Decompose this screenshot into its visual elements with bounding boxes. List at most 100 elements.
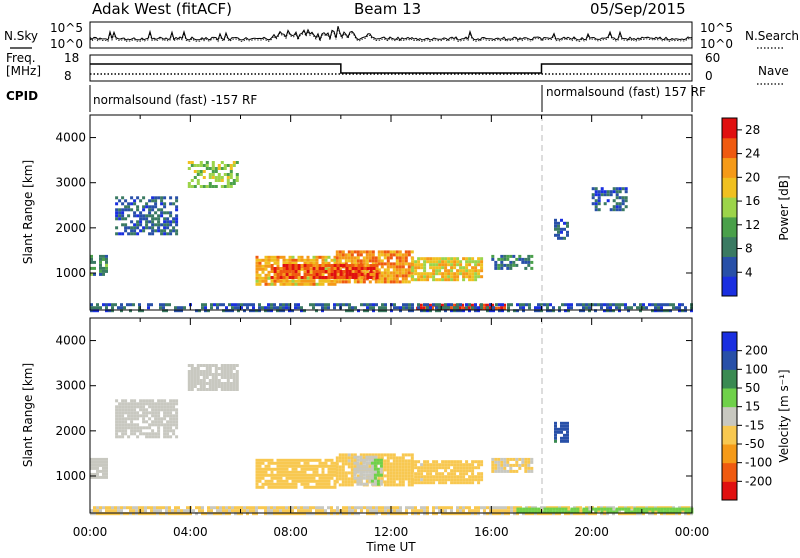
heat-cell bbox=[148, 402, 152, 406]
heat-cell bbox=[482, 303, 486, 307]
heat-cell bbox=[187, 379, 191, 382]
heat-cell bbox=[229, 185, 233, 188]
heat-cell bbox=[151, 429, 155, 433]
heat-cell bbox=[524, 460, 528, 464]
heat-cell bbox=[362, 453, 366, 457]
heat-cell bbox=[180, 509, 183, 513]
heat-cell bbox=[672, 512, 675, 516]
heat-cell bbox=[145, 399, 149, 403]
heat-cell bbox=[563, 221, 566, 225]
heat-cell bbox=[534, 510, 538, 514]
heat-cell bbox=[410, 474, 414, 478]
heat-cell bbox=[414, 463, 418, 467]
heat-cell bbox=[300, 506, 303, 510]
heat-cell bbox=[401, 259, 405, 263]
heat-cell bbox=[489, 512, 492, 516]
heat-cell bbox=[540, 303, 543, 307]
heat-cell bbox=[303, 464, 307, 468]
heat-cell bbox=[438, 278, 442, 282]
heat-cell bbox=[324, 270, 328, 273]
heat-cell bbox=[217, 167, 221, 170]
heat-cell bbox=[264, 467, 268, 471]
heat-cell bbox=[404, 477, 408, 481]
heat-cell bbox=[606, 507, 610, 511]
heat-cell bbox=[306, 467, 310, 471]
heat-cell bbox=[386, 277, 390, 281]
heat-cell bbox=[375, 270, 379, 273]
heat-cell bbox=[261, 264, 265, 268]
heat-cell bbox=[300, 476, 304, 480]
heat-cell bbox=[428, 303, 432, 307]
heat-cell bbox=[395, 459, 399, 463]
heat-cell bbox=[389, 456, 393, 460]
heat-cell bbox=[261, 267, 265, 271]
heat-cell bbox=[175, 199, 179, 203]
heat-cell bbox=[500, 469, 504, 473]
heat-cell bbox=[522, 507, 526, 511]
heat-cell bbox=[175, 223, 179, 227]
heat-cell bbox=[675, 510, 679, 514]
heat-cell bbox=[130, 202, 134, 206]
heat-cell bbox=[498, 506, 501, 510]
heat-cell bbox=[582, 507, 586, 511]
heat-cell bbox=[534, 507, 538, 511]
heat-cell bbox=[115, 399, 119, 403]
heat-cell bbox=[399, 506, 402, 510]
heat-cell bbox=[594, 187, 598, 191]
heat-cell bbox=[330, 458, 334, 462]
heat-cell bbox=[220, 385, 224, 388]
heat-cell bbox=[108, 303, 111, 307]
heat-cell bbox=[169, 220, 173, 224]
heat-cell bbox=[309, 458, 313, 462]
heat-cell bbox=[99, 475, 102, 479]
heat-cell bbox=[111, 309, 114, 313]
heat-cell bbox=[417, 278, 421, 282]
colorbar-cell bbox=[722, 256, 737, 277]
heat-cell bbox=[501, 309, 504, 313]
heat-cell bbox=[321, 473, 325, 477]
heat-cell bbox=[318, 461, 322, 465]
heat-cell bbox=[398, 480, 402, 484]
heat-cell bbox=[133, 214, 137, 218]
heat-cell bbox=[180, 306, 183, 310]
heat-cell bbox=[199, 385, 203, 388]
heat-cell bbox=[597, 199, 601, 203]
heat-cell bbox=[690, 512, 693, 516]
heat-cell bbox=[407, 274, 411, 278]
heat-cell bbox=[474, 278, 478, 282]
heat-cell bbox=[395, 474, 399, 478]
heat-cell bbox=[324, 279, 328, 283]
heat-cell bbox=[603, 507, 607, 511]
heat-cell bbox=[348, 276, 352, 279]
heat-cell bbox=[118, 426, 122, 430]
heat-cell bbox=[124, 402, 128, 406]
heat-cell bbox=[450, 257, 454, 261]
heat-cell bbox=[350, 253, 354, 257]
heat-cell bbox=[318, 464, 322, 468]
heat-cell bbox=[365, 464, 369, 468]
heat-cell bbox=[444, 475, 448, 479]
heat-cell bbox=[199, 382, 203, 385]
heat-cell bbox=[527, 260, 531, 264]
heat-cell bbox=[405, 509, 408, 513]
heat-cell bbox=[369, 509, 372, 513]
heat-cell bbox=[621, 202, 625, 206]
heat-cell bbox=[624, 512, 627, 516]
heat-cell bbox=[557, 233, 560, 237]
heat-cell bbox=[461, 306, 465, 310]
heat-cell bbox=[142, 229, 146, 233]
heat-cell bbox=[379, 461, 383, 465]
heat-cell bbox=[456, 263, 460, 267]
heat-cell bbox=[214, 185, 218, 188]
colorbar-tick-label: -200 bbox=[745, 474, 772, 488]
heat-cell bbox=[126, 512, 129, 516]
heat-cell bbox=[621, 303, 624, 307]
heat-cell bbox=[438, 257, 442, 261]
heat-cell bbox=[522, 309, 525, 313]
heat-cell bbox=[465, 263, 469, 267]
heat-cell bbox=[500, 460, 504, 464]
heat-cell bbox=[270, 461, 274, 465]
heat-cell bbox=[462, 269, 466, 273]
heat-cell bbox=[372, 509, 375, 513]
heat-cell bbox=[588, 506, 591, 510]
